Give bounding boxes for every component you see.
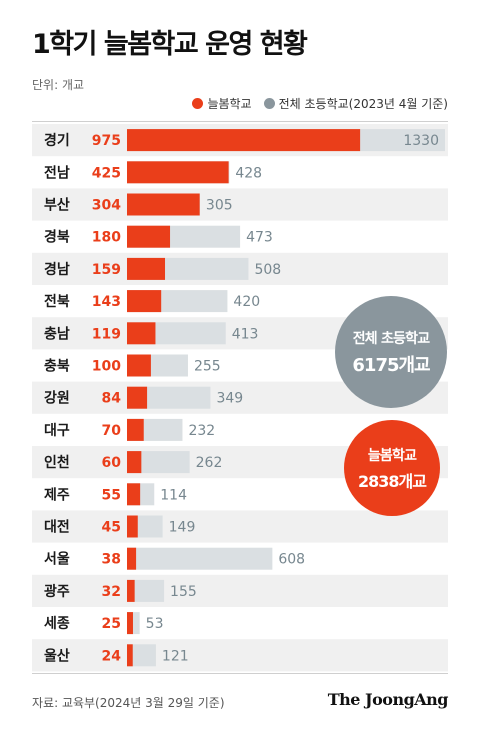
neulbom-bar <box>127 515 138 538</box>
total-value-label: 305 <box>206 198 233 214</box>
neulbom-value-label: 425 <box>92 165 121 181</box>
total-value-label: 114 <box>160 487 187 503</box>
neulbom-bubble-value: 2838개교 <box>358 471 427 491</box>
total-bar <box>127 386 211 409</box>
neulbom-bar <box>127 451 142 474</box>
region-label: 제주 <box>44 487 70 503</box>
neulbom-value-label: 304 <box>92 198 121 214</box>
row-band <box>32 510 448 543</box>
region-label: 경기 <box>44 132 70 149</box>
row-band <box>32 574 448 607</box>
neulbom-value-label: 143 <box>92 294 121 310</box>
neulbom-value-label: 55 <box>102 487 121 503</box>
region-label: 경북 <box>44 229 70 246</box>
neulbom-value-label: 84 <box>102 391 122 407</box>
legend-label-neulbom: 늘봄학교 <box>207 97 252 111</box>
neulbom-value-label: 38 <box>102 552 121 568</box>
neulbom-value-label: 60 <box>102 455 122 471</box>
region-label: 강원 <box>44 390 70 407</box>
source-note: 자료: 교육부(2024년 3월 29일 기준) <box>32 696 225 710</box>
total-bar <box>127 579 165 602</box>
region-label: 경남 <box>44 261 70 278</box>
neulbom-bar <box>127 483 141 506</box>
legend-swatch-neulbom <box>192 98 204 109</box>
region-label: 대구 <box>44 423 70 439</box>
total-bubble-value: 6175개교 <box>352 354 430 376</box>
neulbom-bar <box>127 579 135 602</box>
total-value-label: 1330 <box>403 133 439 149</box>
total-value-label: 149 <box>169 520 196 536</box>
neulbom-value-label: 45 <box>102 520 121 536</box>
total-schools-bubble: 전체 초등학교 6175개교 <box>335 296 447 408</box>
total-value-label: 155 <box>170 584 197 600</box>
brand-logo: The JoongAng <box>327 690 449 709</box>
neulbom-bar <box>127 257 166 280</box>
neulbom-bar <box>127 193 200 216</box>
total-value-label: 608 <box>278 552 305 568</box>
total-value-label: 349 <box>216 391 243 407</box>
legend-swatch-total <box>263 98 275 109</box>
neulbom-value-label: 180 <box>92 230 121 246</box>
region-label: 서울 <box>44 551 70 568</box>
total-value-label: 262 <box>196 455 223 471</box>
total-bar <box>127 644 156 667</box>
total-value-label: 53 <box>146 616 164 632</box>
neulbom-value-label: 119 <box>92 326 121 342</box>
unit-label: 단위: 개교 <box>32 78 85 92</box>
row-band <box>32 639 448 672</box>
total-bar <box>127 547 273 570</box>
neulbom-bubble: 늘봄학교 2838개교 <box>344 420 440 516</box>
legend-label-total: 전체 초등학교(2023년 4월 기준) <box>278 97 448 111</box>
neulbom-value-label: 100 <box>92 359 121 375</box>
total-value-label: 232 <box>188 423 215 439</box>
neulbom-value-label: 159 <box>92 262 121 278</box>
neulbom-value-label: 24 <box>102 648 122 664</box>
region-label: 인천 <box>44 454 70 471</box>
legend: 늘봄학교 전체 초등학교(2023년 4월 기준) <box>180 95 448 112</box>
chart-title: 1학기 늘봄학교 운영 현황 <box>32 29 308 60</box>
region-label: 광주 <box>44 583 70 600</box>
total-value-label: 508 <box>254 262 281 278</box>
neulbom-bar <box>127 161 229 184</box>
bar-chart: 경기 975 1330 전남 425 428 부산 304 305 경북 180 473 경남 159 50… <box>32 124 448 672</box>
region-label: 전남 <box>44 164 70 181</box>
neulbom-value-label: 70 <box>102 423 122 439</box>
neulbom-value-label: 32 <box>102 584 121 600</box>
neulbom-bar <box>127 225 171 248</box>
region-label: 울산 <box>44 647 70 664</box>
neulbom-bubble-label: 늘봄학교 <box>367 447 417 464</box>
region-label: 세종 <box>44 616 70 632</box>
neulbom-bar <box>127 354 151 377</box>
region-label: 전북 <box>44 293 70 310</box>
bottom-divider <box>32 673 448 674</box>
legend-item-neulbom: 늘봄학교 <box>192 95 252 112</box>
neulbom-bar <box>127 322 156 345</box>
total-value-label: 255 <box>194 359 221 375</box>
region-label: 부산 <box>44 197 70 214</box>
total-value-label: 413 <box>232 326 259 342</box>
neulbom-bar <box>127 129 361 152</box>
row-band <box>32 188 448 221</box>
neulbom-bar <box>127 290 162 313</box>
total-bubble-label: 전체 초등학교 <box>352 330 430 347</box>
region-label: 충남 <box>44 325 70 342</box>
top-divider <box>32 121 448 122</box>
neulbom-bar <box>127 644 133 667</box>
region-label: 대전 <box>44 519 70 536</box>
total-bar <box>127 451 190 474</box>
neulbom-bar <box>127 612 133 635</box>
total-value-label: 121 <box>162 648 189 664</box>
region-label: 충북 <box>44 359 70 375</box>
neulbom-value-label: 25 <box>102 616 121 632</box>
total-value-label: 428 <box>235 165 262 181</box>
neulbom-value-label: 975 <box>92 133 121 149</box>
total-value-label: 473 <box>246 230 273 246</box>
neulbom-bar <box>127 547 137 570</box>
legend-item-total: 전체 초등학교(2023년 4월 기준) <box>263 95 448 112</box>
neulbom-bar <box>127 418 144 441</box>
neulbom-bar <box>127 386 148 409</box>
total-value-label: 420 <box>233 294 260 310</box>
